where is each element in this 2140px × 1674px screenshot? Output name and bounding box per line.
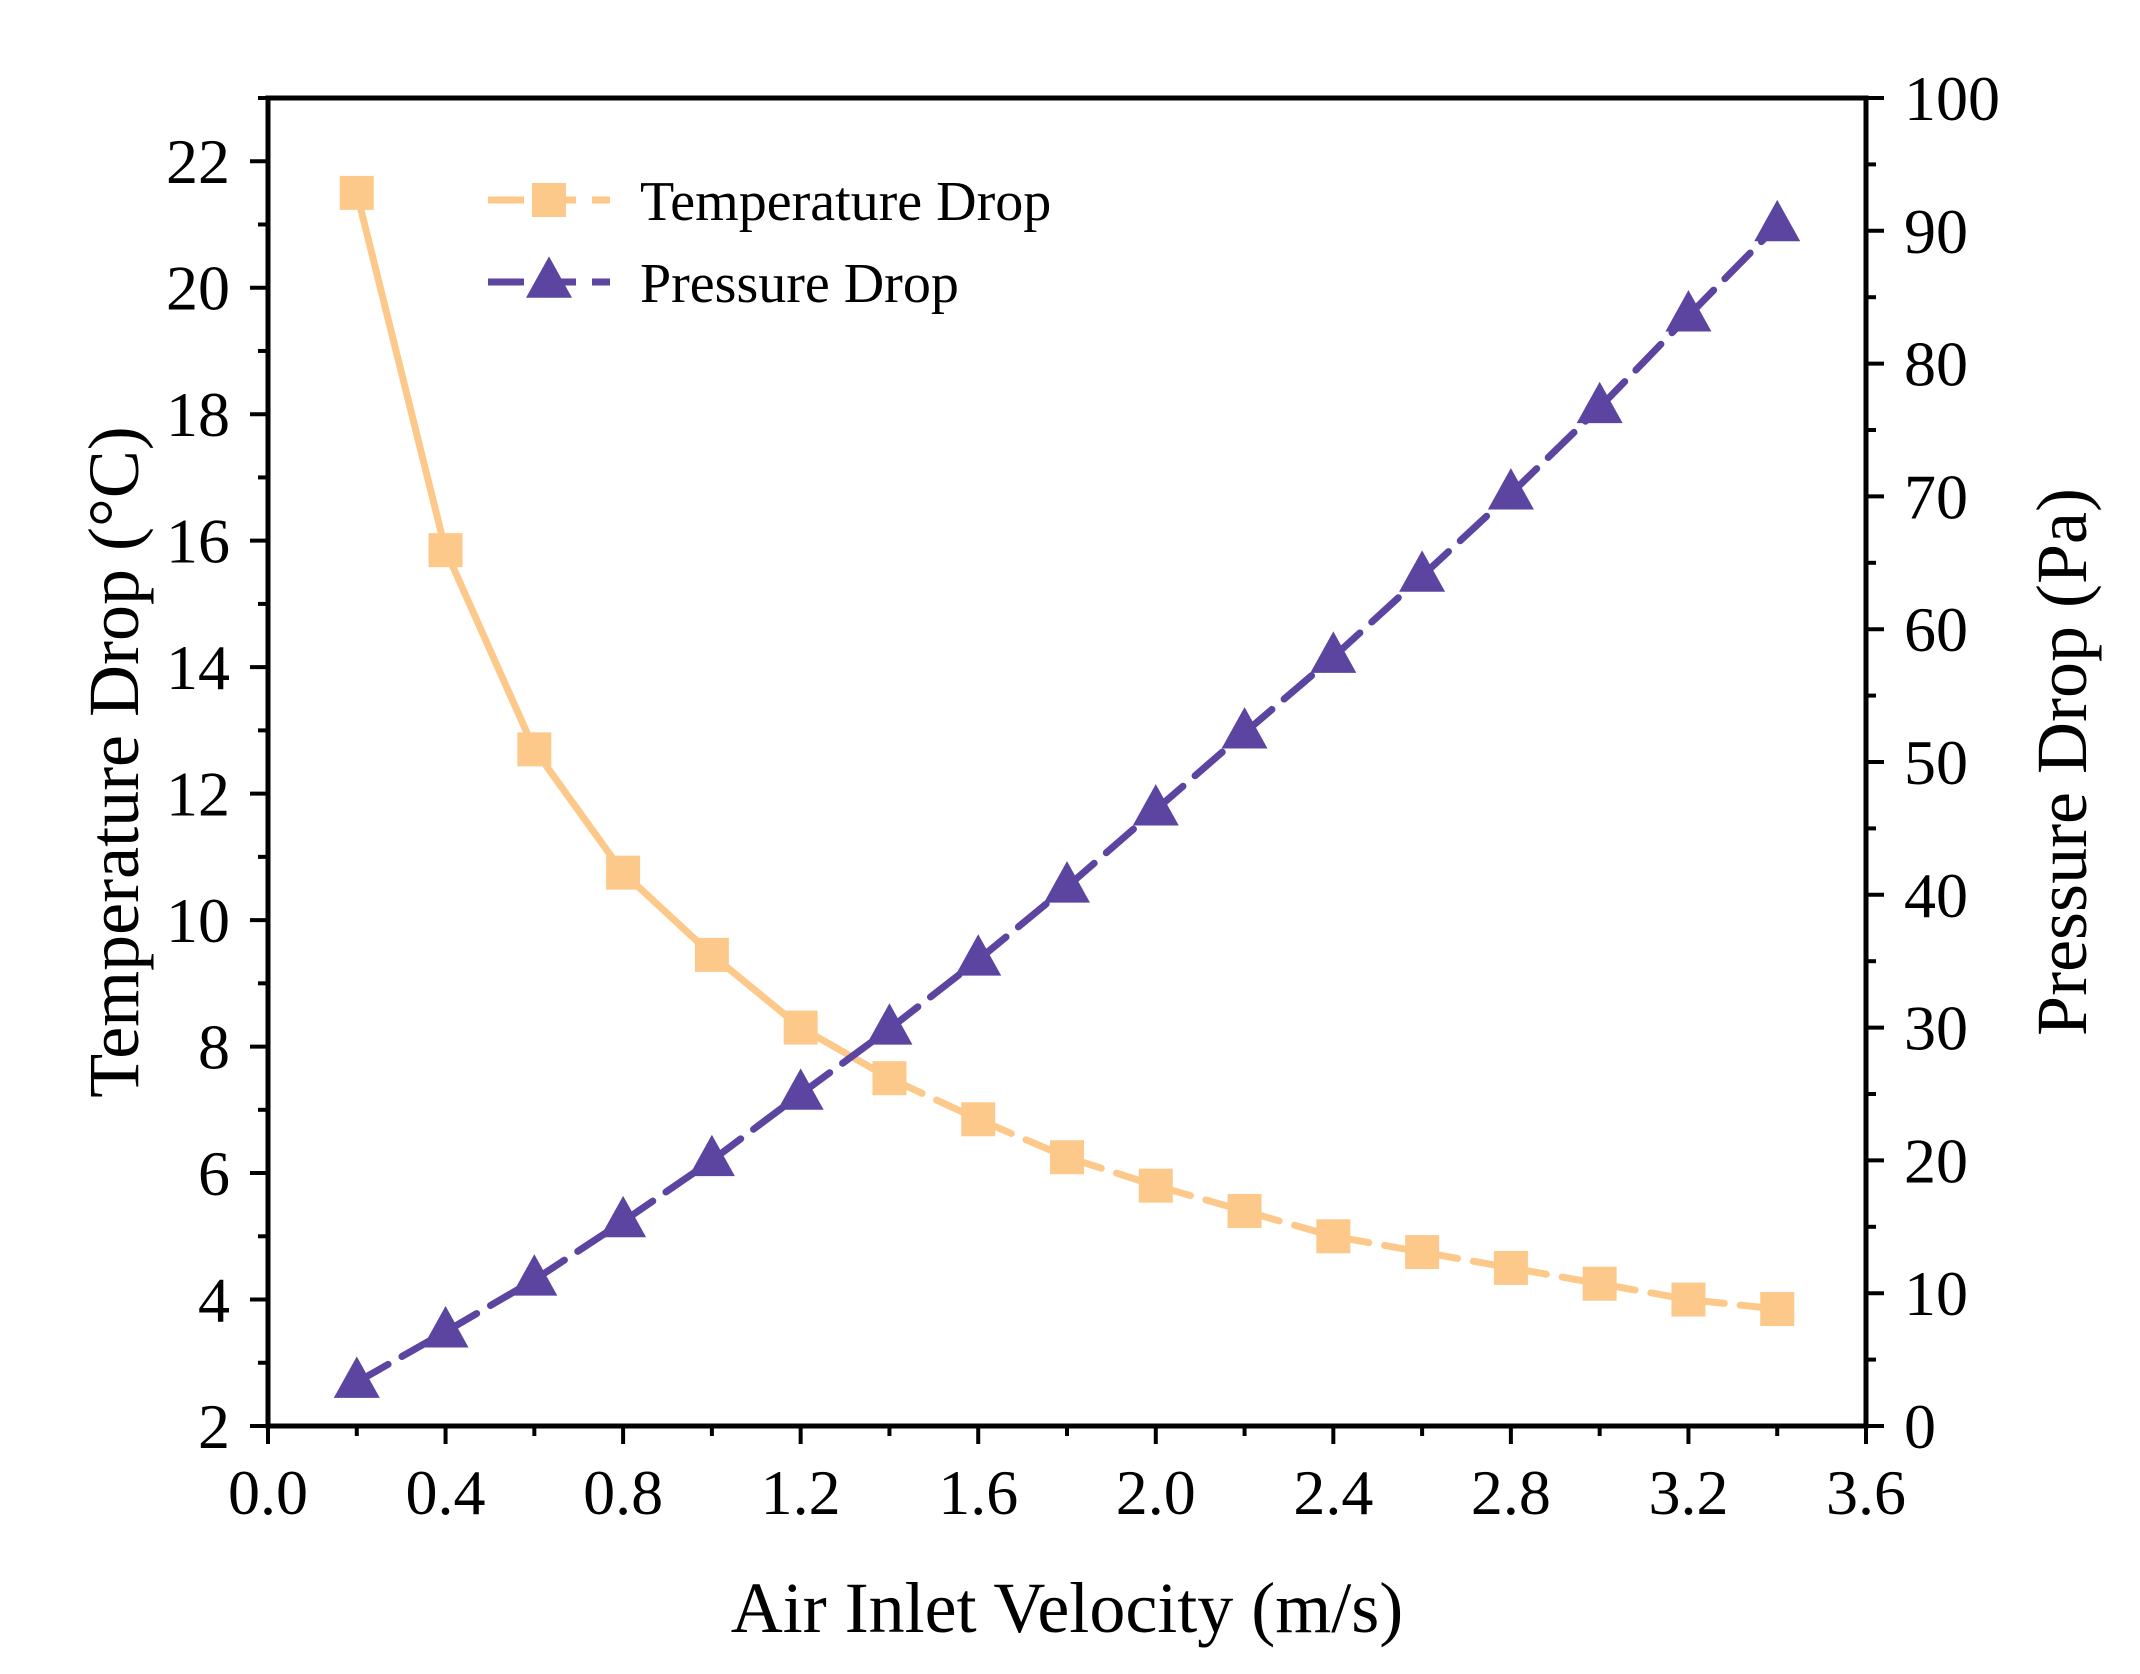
- data-point-square: [517, 732, 552, 767]
- left-y-tick-label: 20: [166, 253, 230, 324]
- data-point-square: [1671, 1282, 1706, 1317]
- series-line-segment: [885, 956, 982, 1033]
- left-y-tick-label: 10: [166, 885, 230, 956]
- data-point-square: [1405, 1235, 1440, 1270]
- series-line-segment: [1063, 806, 1160, 891]
- data-point-square: [783, 1010, 818, 1045]
- series-line-segment: [1329, 572, 1426, 661]
- right-y-tick-label: 50: [1904, 727, 1968, 798]
- series-line-segment: [530, 745, 627, 877]
- left-y-tick-label: 4: [198, 1265, 230, 1336]
- series-line-segment: [974, 883, 1071, 964]
- legend: Temperature Drop Pressure Drop: [488, 171, 1051, 315]
- x-tick-label: 0.0: [228, 1457, 308, 1528]
- data-point-triangle: [1576, 381, 1623, 424]
- data-point-triangle: [1399, 550, 1446, 592]
- data-point-square: [1582, 1266, 1617, 1301]
- x-tick-label: 1.6: [938, 1457, 1018, 1528]
- axes-layer: 0.0 0.4 0.8 1.2 1.6 2.0 2.4 2.8 3.2 3.6 2 4 6 8 10 12 14…: [74, 63, 2102, 1648]
- left-y-tick-label: 18: [166, 379, 230, 450]
- legend-marker-triangle: [526, 256, 572, 298]
- right-y-axis-title: Pressure Drop (Pa): [2022, 488, 2102, 1036]
- data-point-triangle: [1221, 707, 1268, 749]
- data-point-square: [1050, 1140, 1084, 1175]
- data-point-square: [961, 1102, 996, 1137]
- x-tick-label: 1.2: [761, 1457, 841, 1528]
- x-tick-label: 0.8: [583, 1457, 663, 1528]
- x-tick-label: 2.4: [1293, 1457, 1373, 1528]
- data-point-triangle: [422, 1306, 469, 1348]
- plot-frame: [265, 95, 1869, 1429]
- legend-marker-square: [532, 183, 566, 217]
- data-point-square: [1138, 1168, 1173, 1203]
- data-point-square: [1760, 1292, 1795, 1327]
- series-line-segment: [708, 1090, 805, 1164]
- right-y-tick-label: 70: [1904, 461, 1968, 532]
- data-point-square: [1316, 1219, 1351, 1254]
- data-point-triangle: [1487, 468, 1534, 510]
- right-y-tick-label: 90: [1904, 196, 1968, 267]
- legend-label: Temperature Drop: [640, 171, 1051, 233]
- legend-label: Pressure Drop: [640, 253, 959, 315]
- right-y-tick-label: 0: [1904, 1391, 1936, 1462]
- data-point-square: [428, 533, 463, 568]
- data-point-triangle: [955, 934, 1002, 976]
- x-tick-label: 2.8: [1471, 1457, 1551, 1528]
- right-y-tick-label: 20: [1904, 1125, 1968, 1196]
- series-line-segment: [353, 189, 450, 554]
- legend-item: Pressure Drop: [488, 253, 959, 315]
- right-y-tick-label: 10: [1904, 1258, 1968, 1329]
- right-y-tick-label: 60: [1904, 594, 1968, 665]
- data-point-triangle: [1044, 861, 1090, 903]
- data-point-triangle: [1665, 290, 1712, 332]
- legend-item: Temperature Drop: [488, 171, 1051, 233]
- right-y-tick-label: 100: [1904, 63, 2000, 134]
- series-pressure-drop: [333, 199, 1801, 1398]
- data-point-triangle: [1310, 631, 1357, 673]
- right-y-tick-label: 30: [1904, 993, 1968, 1064]
- data-point-triangle: [600, 1195, 647, 1238]
- series-line-segment: [797, 1025, 893, 1098]
- series-line-segment: [1241, 653, 1337, 737]
- x-tick-label: 3.2: [1648, 1457, 1728, 1528]
- data-point-square: [339, 175, 374, 210]
- x-tick-label: 3.6: [1826, 1457, 1906, 1528]
- data-point-square: [694, 937, 729, 972]
- x-tick-label: 2.0: [1116, 1457, 1196, 1528]
- data-point-triangle: [511, 1254, 558, 1296]
- right-y-tick-label: 80: [1904, 329, 1968, 400]
- left-y-tick-label: 2: [198, 1391, 230, 1462]
- data-point-triangle: [688, 1134, 735, 1177]
- left-y-axis-title: Temperature Drop (°C): [74, 426, 154, 1097]
- data-point-square: [606, 855, 641, 890]
- series-line-segment: [442, 546, 538, 753]
- series-temperature-drop: [339, 175, 1795, 1327]
- data-point-square: [1227, 1193, 1262, 1228]
- left-y-tick-label: 6: [198, 1138, 230, 1209]
- series-line-segment: [1152, 729, 1249, 814]
- left-y-tick-label: 12: [166, 759, 230, 830]
- left-y-tick-label: 8: [198, 1012, 230, 1083]
- data-point-triangle: [866, 1003, 913, 1045]
- data-point-square: [1493, 1250, 1528, 1285]
- x-axis-title: Air Inlet Velocity (m/s): [731, 1568, 1404, 1648]
- data-point-square: [872, 1061, 907, 1096]
- series-layer: [333, 175, 1801, 1398]
- data-point-triangle: [333, 1356, 380, 1398]
- left-y-tick-label: 16: [166, 506, 230, 577]
- left-y-tick-label: 14: [166, 632, 230, 703]
- right-y-tick-label: 40: [1904, 860, 1968, 931]
- data-point-triangle: [1132, 784, 1179, 826]
- data-point-triangle: [1754, 199, 1801, 242]
- left-y-tick-label: 22: [166, 126, 230, 197]
- data-point-triangle: [777, 1068, 824, 1110]
- x-tick-label: 0.4: [406, 1457, 486, 1528]
